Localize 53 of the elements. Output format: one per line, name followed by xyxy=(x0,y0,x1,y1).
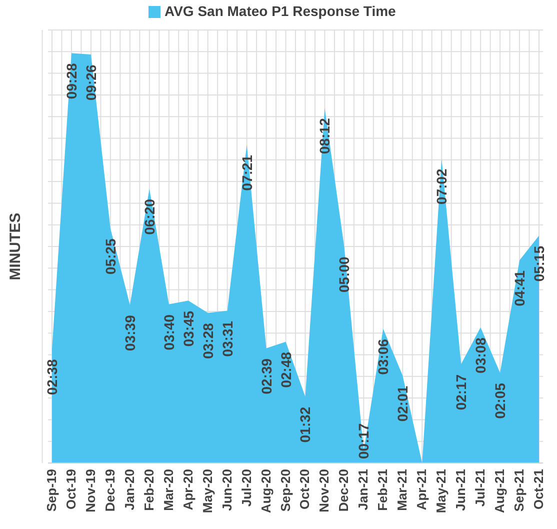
x-tick-label: Oct-19 xyxy=(63,469,78,510)
data-label: 03:40 xyxy=(160,314,177,350)
x-tick-label: Mar-21 xyxy=(394,469,410,511)
x-tick-label: Aug-21 xyxy=(492,469,508,514)
x-tick-label: Oct-21 xyxy=(531,469,546,510)
data-label: 03:28 xyxy=(200,322,216,359)
data-label: 09:26 xyxy=(82,64,99,101)
x-tick-label: Apr-20 xyxy=(180,469,196,510)
data-label: 09:28 xyxy=(63,63,80,100)
data-label: 03:08 xyxy=(472,337,489,374)
data-label: 02:01 xyxy=(394,386,411,422)
x-tick-label: Mar-20 xyxy=(160,469,176,511)
data-label: 03:06 xyxy=(375,338,392,375)
data-label: 04:41 xyxy=(512,270,528,306)
data-label: 05:15 xyxy=(531,246,547,282)
legend-label: AVG San Mateo P1 Response Time xyxy=(164,3,396,19)
x-tick-label: May-20 xyxy=(200,469,215,514)
data-label: 02:05 xyxy=(492,382,508,419)
data-label: 00:17 xyxy=(356,422,372,459)
data-label: 05:25 xyxy=(102,238,118,274)
data-label: 02:39 xyxy=(258,358,274,394)
y-axis-title: MINUTES xyxy=(7,212,24,280)
x-tick-label: Jan-20 xyxy=(122,469,137,510)
data-label: 03:31 xyxy=(219,320,236,357)
x-tick-label: Sep-21 xyxy=(512,469,527,512)
data-label: 05:00 xyxy=(336,256,352,292)
data-label: 08:12 xyxy=(316,118,333,154)
x-tick-label: Nov-19 xyxy=(82,469,98,512)
x-tick-label: Apr-21 xyxy=(414,469,430,510)
data-label: 03:39 xyxy=(122,314,138,351)
x-tick-label: Jun-20 xyxy=(219,469,234,511)
data-label: 03:45 xyxy=(180,310,196,347)
data-label: 07:02 xyxy=(434,168,450,204)
data-label: 07:21 xyxy=(238,154,255,191)
data-label: 01:32 xyxy=(297,406,314,443)
x-tick-label: Nov-20 xyxy=(316,469,332,512)
x-tick-label: Jul-21 xyxy=(472,469,488,507)
data-label: 02:48 xyxy=(278,352,294,388)
data-label: 02:17 xyxy=(453,374,470,410)
x-tick-label: Oct-20 xyxy=(297,469,312,510)
x-tick-label: Jan-21 xyxy=(356,469,371,510)
x-tick-label: Feb-21 xyxy=(375,469,390,511)
x-tick-label: Jul-20 xyxy=(238,469,254,507)
data-label: 06:20 xyxy=(141,198,158,235)
x-tick-label: Feb-20 xyxy=(141,469,156,511)
x-tick-label: Sep-20 xyxy=(278,469,293,512)
x-tick-label: Jun-21 xyxy=(453,469,468,511)
x-tick-label: May-21 xyxy=(434,469,449,514)
x-tick-label: Aug-20 xyxy=(258,469,274,514)
x-tick-label: Dec-20 xyxy=(336,469,352,512)
x-tick-label: Sep-19 xyxy=(44,469,59,512)
data-label: 02:38 xyxy=(44,358,60,395)
x-tick-label: Dec-19 xyxy=(102,469,118,512)
